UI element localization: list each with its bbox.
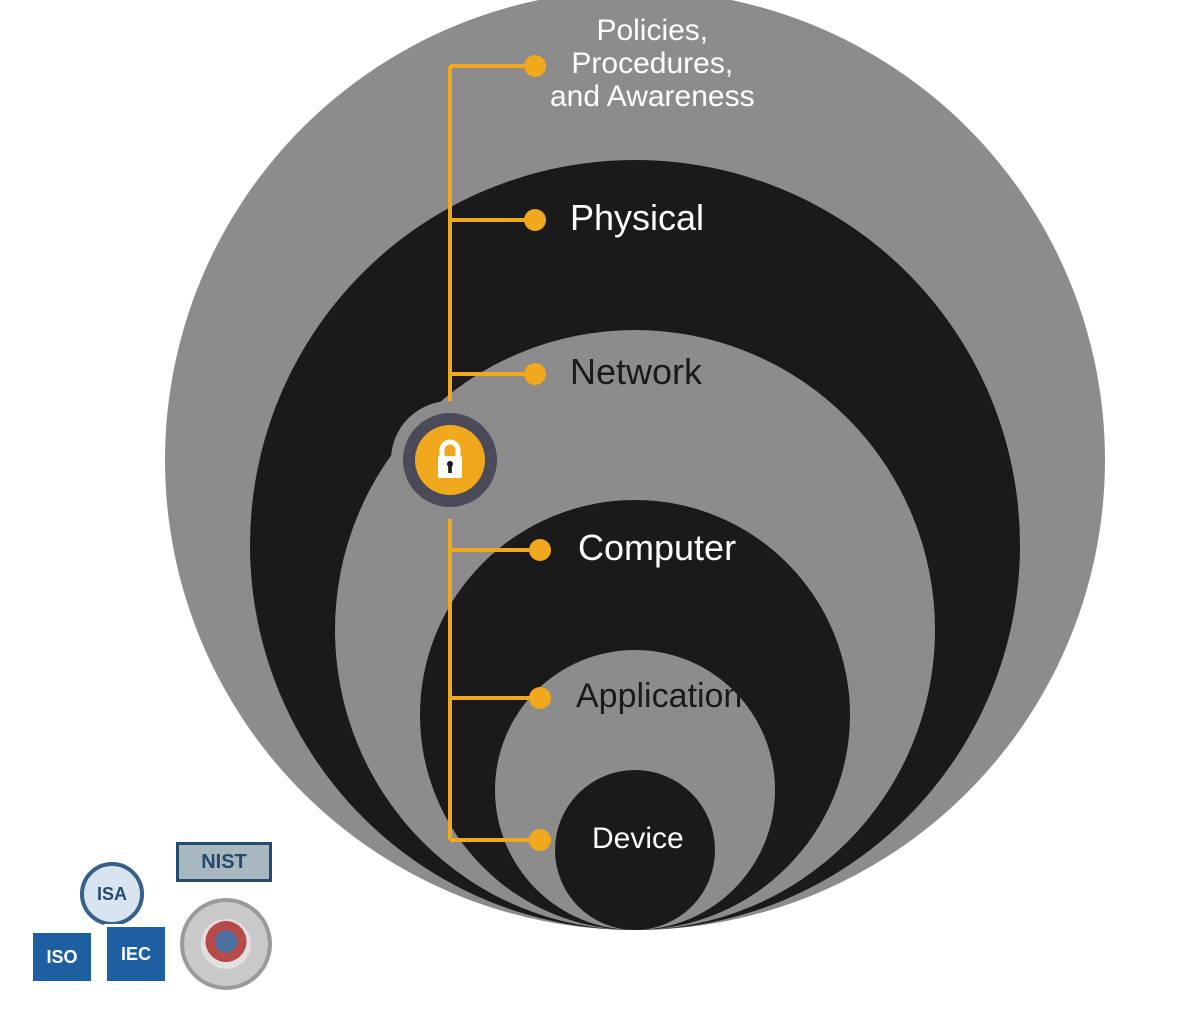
connector-h-physical xyxy=(450,218,535,222)
connector-h-computer xyxy=(450,548,540,552)
connector-h-policies xyxy=(450,64,535,68)
lock-badge xyxy=(391,401,509,519)
logo-dhs xyxy=(180,898,272,990)
layer-label-computer: Computer xyxy=(578,528,736,568)
logo-iec: IEC xyxy=(104,924,168,984)
diagram-stage: Policies, Procedures, and Awareness Physi… xyxy=(0,0,1177,1013)
connector-h-application xyxy=(450,696,540,700)
layer-label-policies: Policies, Procedures, and Awareness xyxy=(550,14,755,113)
connector-dot-network xyxy=(524,363,546,385)
logo-label-isa: ISA xyxy=(97,884,127,905)
layer-label-application: Application xyxy=(576,678,742,715)
logo-label-iec: IEC xyxy=(121,944,151,965)
connector-dot-policies xyxy=(524,55,546,77)
connector-dot-application xyxy=(529,687,551,709)
logo-nist: NIST xyxy=(176,842,272,882)
logo-isa: ISA xyxy=(80,862,144,926)
layer-label-network: Network xyxy=(570,352,702,392)
connector-h-device xyxy=(450,838,540,842)
seal-icon xyxy=(201,919,251,969)
lock-icon xyxy=(430,438,470,482)
standards-logos: NIST ISA ISO IEC xyxy=(30,842,310,1002)
connector-dot-computer xyxy=(529,539,551,561)
layer-label-device: Device xyxy=(592,822,684,855)
connector-dot-device xyxy=(529,829,551,851)
logo-label-nist: NIST xyxy=(201,851,247,874)
logo-iso: ISO xyxy=(30,930,94,984)
connector-h-network xyxy=(450,372,535,376)
connector-dot-physical xyxy=(524,209,546,231)
logo-label-iso: ISO xyxy=(46,947,77,968)
layer-label-physical: Physical xyxy=(570,198,704,238)
